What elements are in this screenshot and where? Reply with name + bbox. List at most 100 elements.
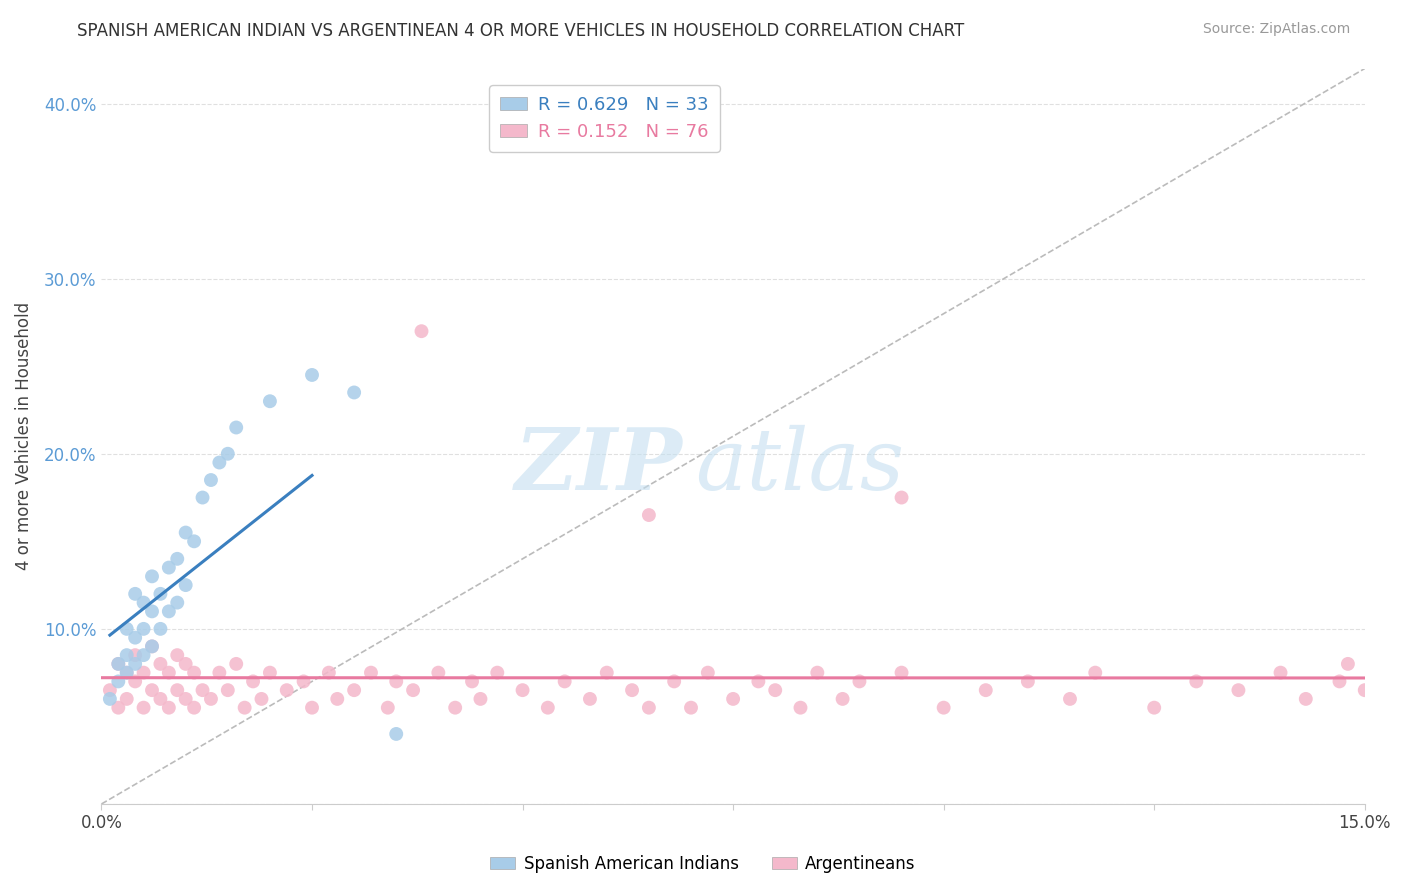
- Point: [747, 674, 769, 689]
- Point: [200, 692, 222, 706]
- Point: [124, 657, 146, 671]
- Point: [208, 665, 231, 680]
- Point: [1354, 683, 1376, 698]
- Point: [621, 683, 644, 698]
- Point: [191, 491, 214, 505]
- Point: [831, 692, 853, 706]
- Point: [579, 692, 602, 706]
- Point: [124, 674, 146, 689]
- Point: [115, 648, 138, 662]
- Point: [1379, 700, 1402, 714]
- Point: [132, 596, 155, 610]
- Point: [132, 622, 155, 636]
- Point: [132, 665, 155, 680]
- Legend: Spanish American Indians, Argentineans: Spanish American Indians, Argentineans: [484, 848, 922, 880]
- Point: [259, 394, 281, 409]
- Point: [166, 683, 188, 698]
- Point: [225, 657, 247, 671]
- Point: [326, 692, 349, 706]
- Legend: R = 0.629   N = 33, R = 0.152   N = 76: R = 0.629 N = 33, R = 0.152 N = 76: [489, 85, 720, 152]
- Point: [115, 665, 138, 680]
- Point: [343, 385, 366, 400]
- Point: [157, 604, 180, 618]
- Point: [141, 604, 163, 618]
- Point: [638, 700, 661, 714]
- Point: [107, 700, 129, 714]
- Point: [233, 700, 256, 714]
- Point: [132, 700, 155, 714]
- Text: atlas: atlas: [695, 425, 904, 507]
- Point: [932, 700, 955, 714]
- Point: [157, 700, 180, 714]
- Point: [679, 700, 702, 714]
- Point: [98, 683, 121, 698]
- Point: [512, 683, 534, 698]
- Point: [250, 692, 273, 706]
- Point: [343, 683, 366, 698]
- Point: [696, 665, 718, 680]
- Point: [98, 692, 121, 706]
- Point: [276, 683, 298, 698]
- Point: [1059, 692, 1081, 706]
- Point: [166, 551, 188, 566]
- Point: [124, 587, 146, 601]
- Point: [890, 665, 912, 680]
- Point: [183, 700, 205, 714]
- Point: [157, 560, 180, 574]
- Point: [107, 657, 129, 671]
- Point: [1270, 665, 1292, 680]
- Point: [149, 692, 172, 706]
- Point: [444, 700, 467, 714]
- Point: [174, 692, 197, 706]
- Point: [225, 420, 247, 434]
- Point: [141, 683, 163, 698]
- Point: [763, 683, 786, 698]
- Point: [1185, 674, 1208, 689]
- Point: [402, 683, 425, 698]
- Point: [554, 674, 576, 689]
- Point: [1017, 674, 1039, 689]
- Point: [292, 674, 315, 689]
- Point: [301, 368, 323, 382]
- Point: [806, 665, 828, 680]
- Point: [890, 491, 912, 505]
- Point: [115, 665, 138, 680]
- Point: [107, 657, 129, 671]
- Point: [149, 587, 172, 601]
- Point: [124, 648, 146, 662]
- Point: [638, 508, 661, 522]
- Point: [183, 534, 205, 549]
- Point: [1084, 665, 1107, 680]
- Point: [411, 324, 433, 338]
- Point: [461, 674, 484, 689]
- Point: [1143, 700, 1166, 714]
- Point: [200, 473, 222, 487]
- Point: [141, 569, 163, 583]
- Point: [301, 700, 323, 714]
- Point: [974, 683, 997, 698]
- Point: [789, 700, 811, 714]
- Point: [141, 640, 163, 654]
- Point: [385, 674, 408, 689]
- Y-axis label: 4 or more Vehicles in Household: 4 or more Vehicles in Household: [15, 302, 32, 570]
- Point: [360, 665, 382, 680]
- Point: [115, 692, 138, 706]
- Point: [848, 674, 870, 689]
- Point: [157, 665, 180, 680]
- Point: [662, 674, 685, 689]
- Point: [166, 648, 188, 662]
- Point: [217, 447, 239, 461]
- Point: [174, 657, 197, 671]
- Point: [385, 727, 408, 741]
- Point: [191, 683, 214, 698]
- Point: [174, 578, 197, 592]
- Point: [1337, 657, 1360, 671]
- Point: [115, 622, 138, 636]
- Point: [1227, 683, 1250, 698]
- Point: [242, 674, 264, 689]
- Point: [596, 665, 619, 680]
- Point: [217, 683, 239, 698]
- Point: [537, 700, 560, 714]
- Text: ZIP: ZIP: [515, 424, 682, 508]
- Point: [259, 665, 281, 680]
